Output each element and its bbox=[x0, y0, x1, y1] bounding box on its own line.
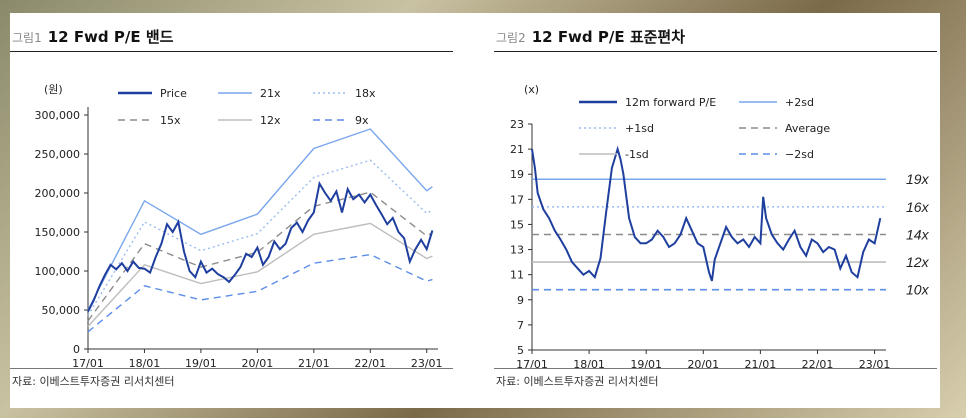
x-tick-label: 21/01 bbox=[298, 357, 330, 370]
fig1-source: 자료: 이베스트투자증권 리서치센터 bbox=[12, 375, 175, 388]
x-tick-label: 22/01 bbox=[802, 358, 834, 371]
y-tick-label: 50,000 bbox=[42, 304, 81, 317]
y-tick-label: 17 bbox=[510, 193, 524, 206]
fig2-title: 12 Fwd P/E 표준편차 bbox=[531, 28, 686, 46]
x-tick-label: 21/01 bbox=[745, 358, 777, 371]
fig1-header: 그림1 12 Fwd P/E 밴드 bbox=[12, 26, 173, 47]
x-tick-label: 20/01 bbox=[687, 358, 719, 371]
y-tick-label: 100,000 bbox=[35, 265, 81, 278]
legend-label: +2sd bbox=[785, 96, 814, 109]
fig2-number: 그림2 bbox=[496, 31, 526, 45]
legend-label: 12x bbox=[260, 114, 281, 127]
fig2-top-rule bbox=[494, 51, 937, 52]
chart-pe-band: (원) 0 50,000 100,000 150,000 200,000 250,000 30… bbox=[35, 83, 443, 370]
x-tick-label: 17/01 bbox=[72, 357, 104, 370]
x-tick-label: 20/01 bbox=[242, 357, 274, 370]
legend-label: 15x bbox=[160, 114, 181, 127]
band-multiple-label: 10x bbox=[906, 282, 930, 298]
y-tick-label: 7 bbox=[517, 319, 524, 332]
fig1-bottom-rule bbox=[10, 368, 453, 369]
y-tick-label: 19 bbox=[510, 168, 524, 181]
x-tick-label: 23/01 bbox=[859, 358, 891, 371]
legend-label: 12m forward P/E bbox=[625, 96, 716, 109]
x-tick-label: 18/01 bbox=[129, 357, 161, 370]
legend-label: −2sd bbox=[785, 148, 814, 161]
y-unit-label: (원) bbox=[44, 83, 63, 96]
x-tick-label: 17/01 bbox=[516, 358, 548, 371]
band-multiple-label: 12x bbox=[906, 254, 930, 270]
y-tick-label: 200,000 bbox=[35, 187, 81, 200]
series-line-pe bbox=[531, 145, 882, 282]
y-tick-label: 5 bbox=[517, 344, 524, 357]
fig1-number: 그림1 bbox=[12, 31, 42, 45]
report-panel: 그림1 12 Fwd P/E 밴드 (원) 0 50,000 100,000 150,00… bbox=[10, 13, 940, 408]
y-tick-label: 13 bbox=[510, 244, 524, 257]
fig1-title: 12 Fwd P/E 밴드 bbox=[47, 28, 174, 46]
y-tick-label: 21 bbox=[510, 143, 524, 156]
series-line-12x bbox=[87, 222, 433, 327]
x-tick-label: 22/01 bbox=[354, 357, 386, 370]
legend-label: Price bbox=[160, 87, 187, 100]
x-tick-label: 19/01 bbox=[630, 358, 662, 371]
y-tick-label: 11 bbox=[510, 269, 524, 282]
y-tick-label: 9 bbox=[517, 294, 524, 307]
legend-label: -1sd bbox=[625, 148, 649, 161]
band-multiple-label: 16x bbox=[906, 199, 930, 215]
series-line-price bbox=[87, 180, 434, 313]
legend-label: Average bbox=[785, 122, 830, 135]
legend-label: +1sd bbox=[625, 122, 654, 135]
series-line-21x bbox=[87, 128, 433, 311]
x-tick-label: 19/01 bbox=[185, 357, 217, 370]
legend-label: 18x bbox=[355, 87, 376, 100]
y-tick-label: 300,000 bbox=[35, 109, 81, 122]
y-tick-label: 23 bbox=[510, 118, 524, 131]
y-tick-label: 250,000 bbox=[35, 148, 81, 161]
x-tick-label: 23/01 bbox=[411, 357, 443, 370]
legend-label: 21x bbox=[260, 87, 281, 100]
fig2-source: 자료: 이베스트투자증권 리서치센터 bbox=[496, 375, 659, 388]
series-line-9x bbox=[87, 253, 433, 333]
figure-pe-stdev: 그림2 12 Fwd P/E 표준편차 (x) 5 7 9 11 13 15 17 19 21 23 1… bbox=[494, 13, 939, 408]
legend-label: 9x bbox=[355, 114, 369, 127]
y-tick-label: 15 bbox=[510, 218, 524, 231]
x-tick-label: 18/01 bbox=[573, 358, 605, 371]
fig2-header: 그림2 12 Fwd P/E 표준편차 bbox=[496, 26, 685, 47]
y-unit-label: (x) bbox=[524, 83, 539, 96]
fig1-top-rule bbox=[10, 51, 453, 52]
band-multiple-label: 14x bbox=[906, 226, 930, 242]
fig2-bottom-rule bbox=[494, 368, 937, 369]
figure-pe-band: 그림1 12 Fwd P/E 밴드 (원) 0 50,000 100,000 150,00… bbox=[10, 13, 455, 408]
series-line-18x bbox=[87, 159, 433, 316]
y-tick-label: 150,000 bbox=[35, 226, 81, 239]
y-tick-label: 0 bbox=[73, 343, 80, 356]
chart-pe-stdev: (x) 5 7 9 11 13 15 17 19 21 23 17/01 18/01 19/01 20/01… bbox=[510, 83, 930, 371]
band-multiple-label: 19x bbox=[906, 171, 930, 187]
